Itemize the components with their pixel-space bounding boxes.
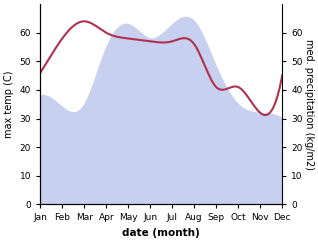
Y-axis label: max temp (C): max temp (C) bbox=[4, 70, 14, 138]
Y-axis label: med. precipitation (kg/m2): med. precipitation (kg/m2) bbox=[304, 39, 314, 170]
X-axis label: date (month): date (month) bbox=[122, 228, 200, 238]
